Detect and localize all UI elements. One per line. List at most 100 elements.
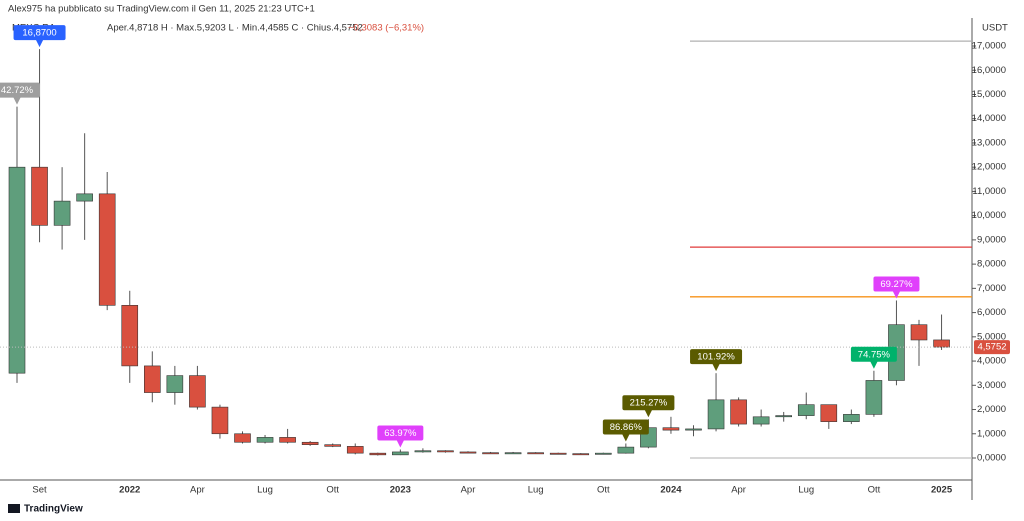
logo: [8, 504, 20, 513]
candle-body: [324, 444, 342, 447]
candle-body: [820, 404, 838, 422]
y-tick-label: 5,0000: [977, 331, 1006, 342]
annotation-label: 16,8700: [22, 28, 56, 39]
annotation-box: [873, 276, 920, 292]
candle-body: [98, 193, 116, 306]
x-tick-label: Ott: [326, 485, 339, 496]
candle-body: [437, 450, 454, 453]
x-tick-label: Lug: [798, 485, 814, 496]
candle-body: [910, 324, 928, 341]
candle-body: [617, 446, 635, 454]
candle-body: [504, 452, 522, 455]
candle-body: [707, 399, 725, 430]
x-tick-label: Apr: [461, 485, 476, 496]
y-tick-label: 17,0000: [972, 41, 1006, 52]
candle-body: [234, 433, 251, 443]
y-tick-label: 2,0000: [977, 404, 1006, 415]
x-tick-label: Apr: [731, 485, 746, 496]
candle-body: [527, 452, 544, 455]
annotation-pointer: [644, 409, 653, 418]
candle-body: [752, 416, 770, 425]
y-tick-label: 10,0000: [972, 210, 1006, 221]
candle-body: [144, 365, 161, 393]
annotation-pointer: [35, 39, 44, 48]
y-tick-label: 15,0000: [972, 89, 1006, 100]
x-tick-label: Set: [32, 485, 47, 496]
annotation-label: 42.72%: [1, 85, 34, 96]
candle-body: [369, 452, 387, 456]
candle-body: [594, 452, 612, 455]
change: −0,3083 (−6,31%): [348, 23, 424, 34]
annotation-pointer: [621, 433, 630, 442]
header: Alex975 ha pubblicato su TradingView.com…: [8, 4, 315, 15]
candle-body: [53, 200, 71, 226]
candle-body: [166, 375, 184, 393]
annotation-pointer: [892, 290, 901, 299]
annotation-label: 101.92%: [697, 352, 735, 363]
y-tick-label: 16,0000: [972, 65, 1006, 76]
annotation-label: 63.97%: [384, 428, 417, 439]
y-tick-label: 13,0000: [972, 137, 1006, 148]
x-tick-label: 2025: [931, 485, 953, 496]
ohlc-info: Aper.4,8718 H · Max.5,9203 L · Min.4,458…: [107, 23, 363, 34]
candle-body: [279, 437, 296, 443]
candle-body: [730, 399, 747, 425]
y-tick-label: 11,0000: [972, 186, 1006, 197]
annotation-box: [0, 82, 40, 98]
candle-body: [392, 451, 409, 456]
y-tick-label: 14,0000: [972, 113, 1006, 124]
candle-body: [189, 375, 206, 408]
x-tick-label: 2023: [390, 485, 411, 496]
candle-body: [775, 415, 793, 418]
candle-body: [482, 452, 499, 455]
annotation-label: 215.27%: [630, 398, 668, 409]
x-tick-label: Ott: [868, 485, 881, 496]
footer: TradingView: [24, 504, 83, 515]
y-unit: USDT: [982, 23, 1008, 34]
candle-body: [76, 193, 93, 202]
annotation-box: [602, 419, 649, 435]
annotation-box: [13, 25, 66, 41]
y-tick-label: 3,0000: [977, 380, 1006, 391]
candle-body: [211, 406, 229, 435]
last-price-label: 4,5752: [977, 342, 1006, 353]
annotation-box: [690, 349, 743, 365]
candle-body: [865, 380, 883, 415]
candle-body: [346, 446, 364, 454]
x-tick-label: Lug: [528, 485, 544, 496]
annotation-pointer: [396, 439, 405, 448]
x-tick-label: Ott: [597, 485, 610, 496]
y-tick-label: 0,0000: [977, 453, 1006, 464]
annotation-label: 69.27%: [880, 279, 913, 290]
annotation-box: [377, 425, 424, 441]
candle-body: [933, 339, 950, 348]
candle-body: [301, 441, 319, 445]
y-tick-label: 9,0000: [977, 234, 1006, 245]
candle-body: [843, 414, 860, 422]
y-tick-label: 4,0000: [977, 356, 1006, 367]
y-tick-label: 8,0000: [977, 259, 1006, 270]
annotation-pointer: [13, 96, 21, 105]
candle-body: [414, 450, 432, 453]
candle-body: [549, 452, 567, 455]
y-tick-label: 12,0000: [972, 162, 1006, 173]
candle-body: [572, 453, 590, 456]
annotation-pointer: [869, 360, 878, 369]
candle-body: [662, 427, 680, 431]
candle-body: [121, 305, 139, 367]
annotation-pointer: [712, 363, 721, 372]
y-tick-label: 6,0000: [977, 307, 1006, 318]
x-tick-label: 2024: [660, 485, 682, 496]
x-tick-label: Lug: [257, 485, 273, 496]
candle-body: [256, 437, 274, 443]
annotation-label: 86.86%: [610, 422, 643, 433]
annotation-box: [622, 395, 675, 411]
x-tick-label: Apr: [190, 485, 205, 496]
candle-body: [31, 166, 48, 226]
annotation-label: 74.75%: [858, 349, 891, 360]
candle-body: [8, 166, 26, 374]
last-price-tag: [974, 340, 1010, 355]
candle-body: [797, 404, 815, 416]
candle-body: [685, 428, 702, 431]
